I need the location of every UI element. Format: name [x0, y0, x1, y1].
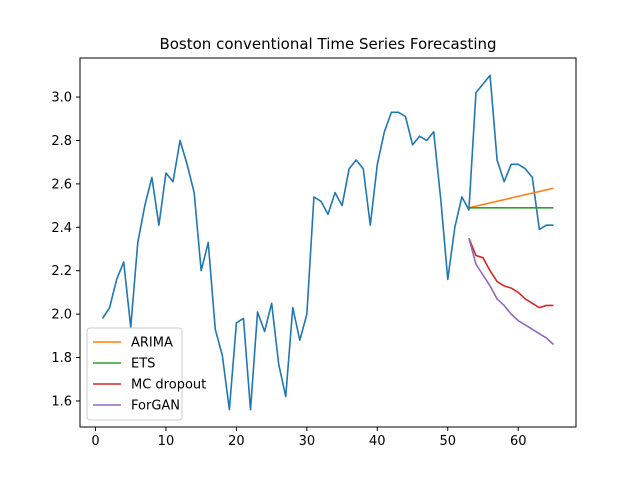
y-tick-label: 2.0 — [51, 308, 72, 323]
x-tick-label: 30 — [299, 434, 316, 449]
x-tick-label: 0 — [91, 434, 99, 449]
series-line-mc-dropout — [468, 237, 554, 309]
series-layer — [101, 74, 554, 411]
legend-box — [86, 327, 183, 421]
series-line-observed — [101, 74, 554, 411]
x-axis: 0 10 20 30 40 50 60 — [91, 427, 527, 449]
legend-label-ets: ETS — [131, 357, 155, 372]
y-tick-label: 3.0 — [51, 91, 72, 106]
x-tick-label: 60 — [510, 434, 527, 449]
x-tick-label: 10 — [158, 434, 175, 449]
chart-title: Boston conventional Time Series Forecast… — [159, 35, 496, 53]
x-tick-label: 20 — [228, 434, 245, 449]
legend-label-arima: ARIMA — [131, 336, 173, 351]
series-line-forgan — [468, 237, 554, 346]
legend: ARIMA ETS MC dropout ForGAN — [86, 327, 206, 421]
y-tick-label: 1.8 — [51, 351, 72, 366]
y-tick-label: 2.6 — [51, 177, 72, 192]
x-tick-label: 50 — [439, 434, 456, 449]
series-line-arima — [468, 187, 554, 209]
plot-frame — [79, 57, 577, 428]
legend-label-mc-dropout: MC dropout — [131, 378, 206, 393]
y-tick-label: 2.2 — [51, 264, 72, 279]
x-tick-label: 40 — [369, 434, 386, 449]
y-tick-label: 2.4 — [51, 221, 72, 236]
y-tick-label: 1.6 — [51, 394, 72, 409]
y-axis: 1.6 1.8 2.0 2.2 2.4 2.6 2.8 3.0 — [51, 91, 80, 409]
legend-label-forgan: ForGAN — [131, 399, 180, 414]
y-tick-label: 2.8 — [51, 134, 72, 149]
